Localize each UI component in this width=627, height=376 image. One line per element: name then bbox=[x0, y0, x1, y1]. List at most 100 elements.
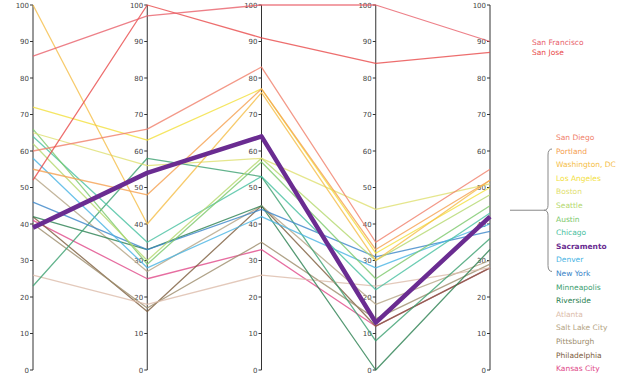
legend-label: San Francisco bbox=[532, 38, 584, 47]
tick bbox=[259, 187, 262, 188]
tick bbox=[259, 297, 262, 298]
tick-label: 50 bbox=[134, 184, 143, 192]
series-line bbox=[33, 144, 490, 261]
tick-label: 100 bbox=[16, 2, 29, 10]
tick bbox=[144, 297, 147, 298]
tick bbox=[30, 187, 33, 188]
series-line bbox=[33, 5, 490, 180]
legend-label: Seattle bbox=[556, 201, 583, 210]
highlight-line bbox=[33, 136, 490, 322]
tick-label: 80 bbox=[134, 75, 143, 83]
tick-label: 60 bbox=[134, 148, 143, 156]
tick-label: 90 bbox=[249, 38, 258, 46]
tick-label: 80 bbox=[20, 75, 29, 83]
legend-label: Los Angeles bbox=[556, 174, 601, 183]
tick bbox=[144, 333, 147, 334]
tick bbox=[259, 41, 262, 42]
tick-label: 40 bbox=[134, 221, 143, 229]
tick bbox=[373, 78, 376, 79]
tick bbox=[30, 78, 33, 79]
lines bbox=[33, 5, 490, 370]
tick bbox=[373, 114, 376, 115]
legend-label: Boston bbox=[556, 187, 582, 196]
tick bbox=[373, 187, 376, 188]
tick-label: 10 bbox=[20, 330, 29, 338]
tick-label: 70 bbox=[477, 111, 486, 119]
tick bbox=[30, 333, 33, 334]
series-line bbox=[33, 67, 490, 242]
chart: 0 10 20 30 40 50 60 70 80 90 100 0 10 20 30 40 50 60 70 80 9… bbox=[0, 0, 627, 376]
legend-label: Sacramento bbox=[556, 242, 607, 251]
series-line bbox=[33, 129, 490, 279]
tick-label: 70 bbox=[249, 111, 258, 119]
tick-label: 20 bbox=[134, 294, 143, 302]
tick-label: 20 bbox=[477, 294, 486, 302]
legend-label: Pittsburgh bbox=[556, 337, 594, 346]
legend-label: Salt Lake City bbox=[556, 323, 608, 332]
tick-label: 80 bbox=[477, 75, 486, 83]
tick bbox=[144, 370, 147, 371]
tick-label: 60 bbox=[363, 148, 372, 156]
tick bbox=[487, 5, 490, 6]
tick bbox=[259, 333, 262, 334]
tick-label: 0 bbox=[482, 367, 486, 375]
tick bbox=[373, 224, 376, 225]
tick-label: 30 bbox=[249, 257, 258, 265]
tick bbox=[259, 151, 262, 152]
legend-label: Riverside bbox=[556, 296, 591, 305]
legend-label: Kansas City bbox=[556, 364, 600, 373]
series-line bbox=[33, 89, 490, 250]
tick-label: 50 bbox=[20, 184, 29, 192]
series-line bbox=[33, 5, 490, 56]
tick-label: 50 bbox=[363, 184, 372, 192]
series-line bbox=[33, 224, 490, 319]
tick-label: 80 bbox=[363, 75, 372, 83]
tick bbox=[487, 370, 490, 371]
tick bbox=[144, 151, 147, 152]
legend-label: San Diego bbox=[556, 133, 595, 142]
legend-label: Denver bbox=[556, 255, 584, 264]
tick-label: 10 bbox=[477, 330, 486, 338]
tick bbox=[487, 78, 490, 79]
series-line bbox=[33, 268, 490, 305]
axes: 0 10 20 30 40 50 60 70 80 90 100 0 10 20 30 40 50 60 70 80 9… bbox=[16, 2, 490, 375]
tick bbox=[259, 370, 262, 371]
tick bbox=[30, 151, 33, 152]
tick-label: 30 bbox=[20, 257, 29, 265]
tick bbox=[373, 333, 376, 334]
series-line bbox=[33, 133, 490, 210]
legend-label: New York bbox=[556, 269, 591, 278]
tick-label: 100 bbox=[130, 2, 143, 10]
tick-label: 40 bbox=[20, 221, 29, 229]
tick bbox=[30, 224, 33, 225]
tick-label: 70 bbox=[20, 111, 29, 119]
legend: San FranciscoSan JoseSan DiegoPortlandWa… bbox=[510, 38, 616, 374]
tick-label: 20 bbox=[20, 294, 29, 302]
tick bbox=[144, 78, 147, 79]
tick bbox=[373, 297, 376, 298]
tick-label: 80 bbox=[249, 75, 258, 83]
tick-label: 90 bbox=[363, 38, 372, 46]
tick-label: 70 bbox=[134, 111, 143, 119]
legend-label: Minneapolis bbox=[556, 283, 601, 292]
tick bbox=[30, 41, 33, 42]
bracket-pointer bbox=[510, 210, 544, 211]
bracket bbox=[544, 149, 552, 271]
tick bbox=[259, 224, 262, 225]
tick-label: 60 bbox=[477, 148, 486, 156]
tick-label: 90 bbox=[20, 38, 29, 46]
legend-label: Philadelphia bbox=[556, 351, 602, 360]
tick-label: 90 bbox=[134, 38, 143, 46]
tick bbox=[259, 260, 262, 261]
tick bbox=[373, 151, 376, 152]
tick bbox=[30, 370, 33, 371]
tick bbox=[259, 78, 262, 79]
tick bbox=[144, 114, 147, 115]
legend-label: Washington, DC bbox=[556, 160, 616, 169]
tick bbox=[144, 187, 147, 188]
series-line bbox=[33, 5, 490, 261]
tick-label: 60 bbox=[249, 148, 258, 156]
legend-label: San Jose bbox=[532, 48, 564, 57]
tick-label: 0 bbox=[25, 367, 29, 375]
legend-label: Austin bbox=[556, 215, 580, 224]
